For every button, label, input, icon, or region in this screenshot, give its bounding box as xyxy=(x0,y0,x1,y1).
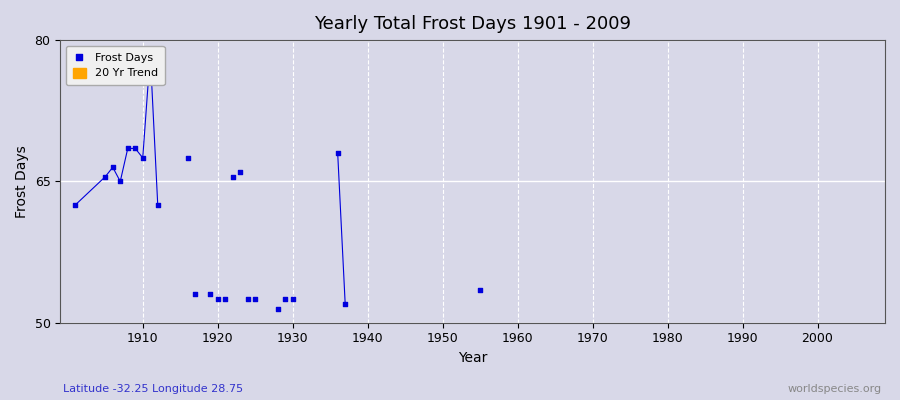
Point xyxy=(136,155,150,161)
Point xyxy=(98,174,112,180)
Text: Latitude -32.25 Longitude 28.75: Latitude -32.25 Longitude 28.75 xyxy=(63,384,243,394)
Point xyxy=(143,51,157,58)
Point xyxy=(285,296,300,302)
Point xyxy=(218,296,232,302)
Point xyxy=(240,296,255,302)
Point xyxy=(472,286,487,293)
Point xyxy=(113,178,128,185)
Point xyxy=(226,174,240,180)
Point xyxy=(211,296,225,302)
Point xyxy=(338,301,353,307)
Point xyxy=(203,291,218,298)
Point xyxy=(181,155,195,161)
Point xyxy=(150,202,165,208)
Point xyxy=(188,291,202,298)
Point xyxy=(271,305,285,312)
Point xyxy=(105,164,120,170)
Point xyxy=(68,202,83,208)
Title: Yearly Total Frost Days 1901 - 2009: Yearly Total Frost Days 1901 - 2009 xyxy=(314,15,631,33)
Point xyxy=(121,145,135,152)
Y-axis label: Frost Days: Frost Days xyxy=(15,145,29,218)
Point xyxy=(330,150,345,156)
Point xyxy=(233,169,248,175)
Point xyxy=(278,296,293,302)
Legend: Frost Days, 20 Yr Trend: Frost Days, 20 Yr Trend xyxy=(66,46,165,85)
X-axis label: Year: Year xyxy=(458,351,487,365)
Text: worldspecies.org: worldspecies.org xyxy=(788,384,882,394)
Point xyxy=(128,145,142,152)
Point xyxy=(248,296,263,302)
